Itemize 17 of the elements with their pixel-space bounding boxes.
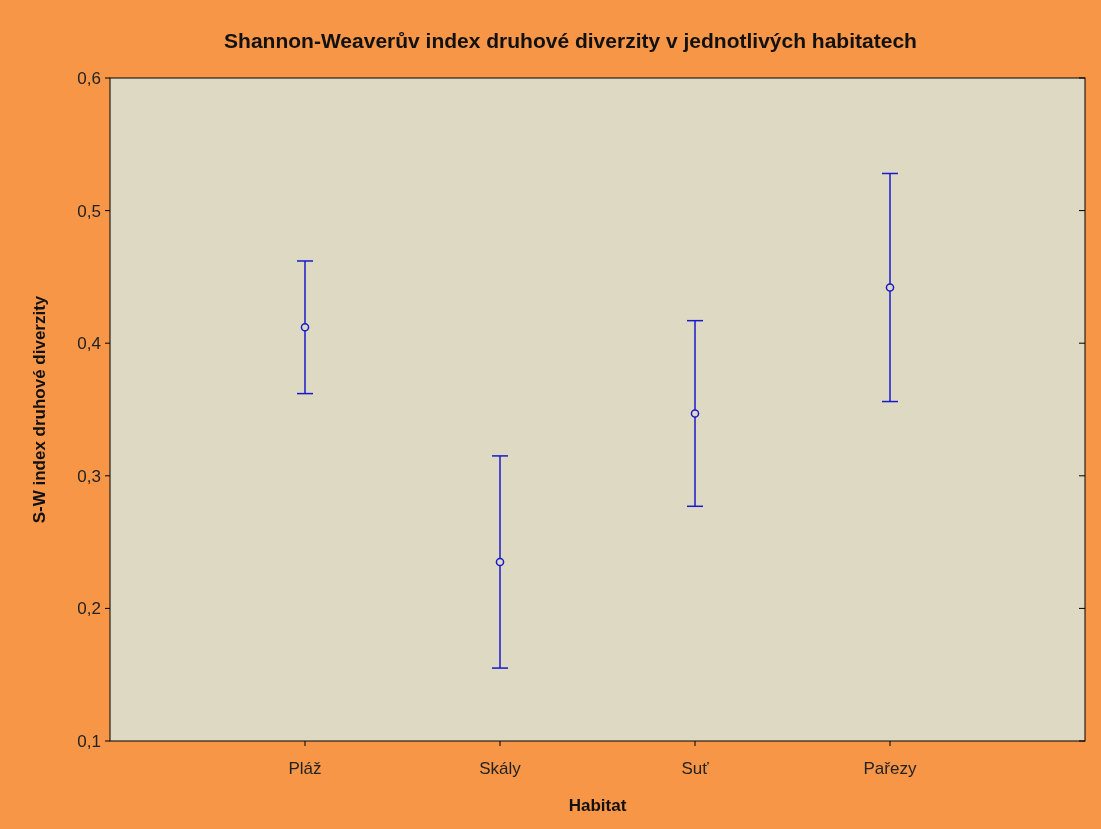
y-tick-label: 0,3 — [77, 466, 101, 486]
y-tick-label: 0,6 — [77, 68, 101, 88]
x-tick-label: Skály — [479, 759, 522, 778]
y-axis-title: S-W index druhové diverzity — [30, 295, 49, 524]
y-tick-label: 0,2 — [77, 599, 101, 619]
point — [690, 409, 700, 418]
y-tick-label: 0,4 — [77, 334, 101, 354]
y-tick-label: 0,5 — [77, 201, 101, 221]
point — [300, 322, 310, 332]
chart-title: Shannon-Weaverův index druhové diverzity v jednotlivých habitatech — [224, 29, 917, 52]
x-tick-label: Pařezy — [863, 759, 917, 778]
x-tick-label: Suť — [681, 759, 710, 778]
point — [885, 283, 895, 292]
x-axis-title: Habitat — [568, 796, 627, 815]
point — [495, 557, 505, 567]
y-tick-label: 0,1 — [77, 731, 101, 751]
x-tick-label: Pláž — [288, 759, 322, 778]
